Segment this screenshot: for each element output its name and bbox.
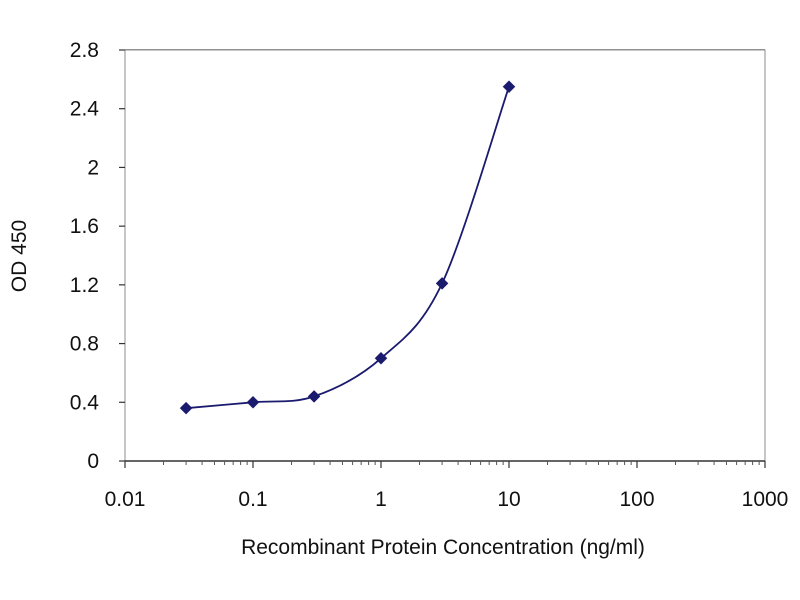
axes: [119, 49, 766, 468]
y-tick-label: 2.8: [70, 39, 99, 62]
plot-area: [124, 49, 766, 462]
x-tick-label: 10: [497, 488, 520, 511]
data-point: [246, 395, 260, 409]
x-tick-labels: 0.01 0.1 1 10 100 1000: [105, 488, 789, 511]
y-tick-labels: 0 0.4 0.8 1.2 1.6 2 2.4 2.8: [70, 39, 100, 473]
data-point: [179, 401, 193, 415]
y-tick-label: 0: [87, 450, 99, 473]
y-tick-label: 2.4: [70, 98, 100, 121]
x-axis-title: Recombinant Protein Concentration (ng/ml…: [241, 536, 645, 559]
x-tick-label: 1: [375, 488, 387, 511]
x-tick-label: 1000: [742, 488, 789, 511]
data-point: [502, 80, 516, 94]
series: [179, 80, 516, 415]
y-tick-label: 0.4: [70, 391, 100, 414]
y-tick-label: 1.6: [70, 215, 99, 238]
data-point: [374, 351, 388, 365]
data-point: [307, 390, 321, 403]
x-tick-label: 0.1: [238, 488, 267, 511]
data-point: [435, 277, 449, 290]
y-tick-label: 2: [87, 156, 99, 179]
x-tick-label: 0.01: [105, 488, 146, 511]
y-tick-label: 1.2: [70, 274, 99, 297]
x-tick-label: 100: [619, 488, 654, 511]
y-tick-label: 0.8: [70, 333, 99, 356]
y-axis-title: OD 450: [8, 220, 31, 292]
